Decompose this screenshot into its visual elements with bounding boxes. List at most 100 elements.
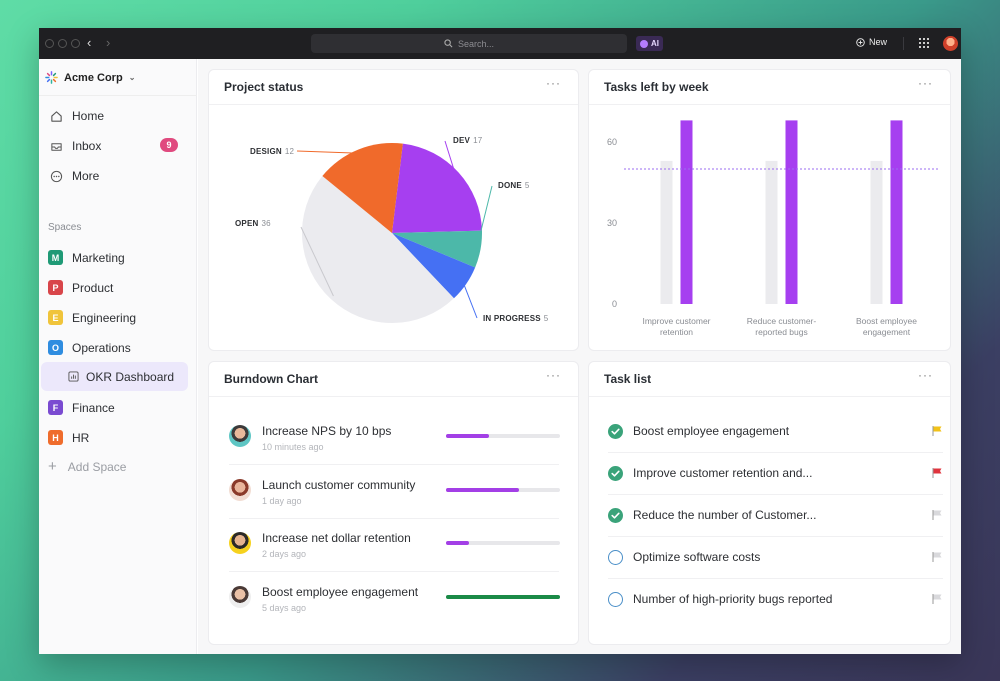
task-row[interactable]: Improve customer retention and... [608, 453, 943, 495]
apps-grid-icon[interactable] [919, 38, 929, 48]
progress-track [446, 434, 560, 438]
card-title: Project status [224, 80, 304, 94]
check-circle-icon[interactable] [608, 424, 623, 439]
task-row[interactable]: Reduce the number of Customer... [608, 495, 943, 537]
ai-button[interactable]: AI [636, 36, 663, 51]
progress-fill [446, 595, 560, 599]
bar-tasks-left[interactable] [785, 120, 798, 305]
row-divider [608, 494, 943, 495]
card-title: Task list [604, 372, 652, 386]
bar-baseline[interactable] [870, 160, 883, 304]
bar-tasks-left[interactable] [890, 120, 903, 305]
more-options-icon[interactable]: ··· [918, 368, 933, 382]
avatar [229, 425, 251, 447]
check-circle-icon[interactable] [608, 508, 623, 523]
bar-baseline[interactable] [660, 160, 673, 304]
card-divider [209, 396, 578, 397]
dashboard: Project status ··· DEV 17 DONE 5 IN PROGRE… [198, 59, 961, 654]
user-avatar[interactable] [943, 36, 958, 51]
bar-baseline[interactable] [765, 160, 778, 304]
task-name: Number of high-priority bugs reported [633, 592, 833, 606]
burndown-row[interactable]: Launch customer community 1 day ago [229, 467, 560, 519]
sidebar-item-more[interactable]: More [49, 169, 99, 183]
pie-leader-line [476, 185, 493, 249]
sidebar-item-product[interactable]: P Product [48, 280, 113, 295]
pie-leader-line [462, 281, 478, 319]
pie-leader-line [296, 150, 360, 154]
sidebar-item-label: Engineering [72, 310, 137, 325]
pie-slice-in-progress[interactable] [392, 233, 476, 299]
priority-flag-icon[interactable] [931, 467, 943, 479]
project-status-card: Project status ··· DEV 17 DONE 5 IN PROGRE… [208, 69, 579, 351]
sidebar-item-label: Home [72, 109, 105, 123]
check-circle-icon[interactable] [608, 466, 623, 481]
sidebar-item-okr-dashboard[interactable]: OKR Dashboard [41, 362, 188, 391]
burndown-time: 1 day ago [262, 496, 302, 506]
burndown-row[interactable]: Boost employee engagement 5 days ago [229, 574, 560, 626]
row-divider [608, 536, 943, 537]
sidebar-item-inbox[interactable]: Inbox [49, 139, 101, 153]
add-space-button[interactable]: + Add Space [48, 459, 126, 474]
workspace-logo-icon [45, 71, 58, 84]
sidebar-item-label: Product [72, 280, 114, 295]
close-window-icon[interactable] [45, 39, 54, 48]
sidebar-item-operations[interactable]: O Operations [48, 340, 131, 355]
title-bar: ‹ › Search... AI New [39, 28, 961, 59]
task-row[interactable]: Optimize software costs [608, 537, 943, 579]
sidebar-item-home[interactable]: Home [49, 109, 104, 123]
spaces-heading: Spaces [48, 222, 82, 233]
pie-label-text: IN PROGRESS [483, 314, 541, 323]
sidebar-item-engineering[interactable]: E Engineering [48, 310, 136, 325]
forward-arrow-icon[interactable]: › [106, 35, 111, 50]
sidebar-item-label: Marketing [72, 250, 125, 265]
workspace-switcher[interactable]: Acme Corp ⌄ [45, 71, 135, 84]
burndown-row[interactable]: Increase net dollar retention 2 days ago [229, 520, 560, 572]
pie-slice-design[interactable] [322, 143, 403, 233]
new-button[interactable]: New [856, 37, 887, 47]
more-options-icon[interactable]: ··· [546, 368, 561, 382]
priority-flag-icon[interactable] [931, 425, 943, 437]
bar-tasks-left[interactable] [680, 120, 693, 305]
row-divider [608, 578, 943, 579]
window-controls [45, 39, 80, 48]
maximize-window-icon[interactable] [71, 39, 80, 48]
task-name: Optimize software costs [633, 550, 761, 564]
y-tick-label: 0 [612, 299, 617, 309]
back-arrow-icon[interactable]: ‹ [87, 35, 92, 50]
minimize-window-icon[interactable] [58, 39, 67, 48]
search-bar[interactable]: Search... [311, 34, 627, 53]
avatar [229, 479, 251, 501]
pie-label-design: DESIGN 12 [250, 147, 294, 156]
pie-slice-done[interactable] [392, 230, 482, 268]
pie-slice-dev[interactable] [392, 143, 482, 233]
search-icon [444, 39, 453, 48]
sidebar-item-label: OKR Dashboard [86, 369, 175, 384]
pie-leader-line [444, 140, 457, 176]
avatar [229, 586, 251, 608]
sidebar-item-label: HR [72, 430, 90, 445]
ai-label: AI [651, 39, 659, 48]
ai-icon [640, 39, 648, 48]
avatar [229, 532, 251, 554]
check-circle-icon[interactable] [608, 550, 623, 565]
check-circle-icon[interactable] [608, 592, 623, 607]
more-options-icon[interactable]: ··· [918, 76, 933, 90]
priority-flag-icon[interactable] [931, 593, 943, 605]
more-options-icon[interactable]: ··· [546, 76, 561, 90]
sidebar-item-hr[interactable]: H HR [48, 430, 89, 445]
new-label: New [869, 37, 888, 47]
priority-flag-icon[interactable] [931, 551, 943, 563]
task-row[interactable]: Number of high-priority bugs reported [608, 579, 943, 621]
x-category-label: Boost employee [856, 316, 917, 326]
burndown-title: Increase NPS by 10 bps [262, 424, 392, 438]
sidebar-item-finance[interactable]: F Finance [48, 400, 115, 415]
pie-slice-open[interactable] [302, 175, 454, 323]
burndown-title: Increase net dollar retention [262, 531, 411, 545]
sidebar: Acme Corp ⌄ Home Inbox 9 More Spaces M [39, 59, 197, 654]
burndown-card: Burndown Chart ··· Increase NPS by 10 bp… [208, 361, 579, 645]
priority-flag-icon[interactable] [931, 509, 943, 521]
x-category-label: retention [660, 327, 693, 337]
sidebar-item-marketing[interactable]: M Marketing [48, 250, 125, 265]
burndown-row[interactable]: Increase NPS by 10 bps 10 minutes ago [229, 413, 560, 465]
task-row[interactable]: Boost employee engagement [608, 411, 943, 453]
